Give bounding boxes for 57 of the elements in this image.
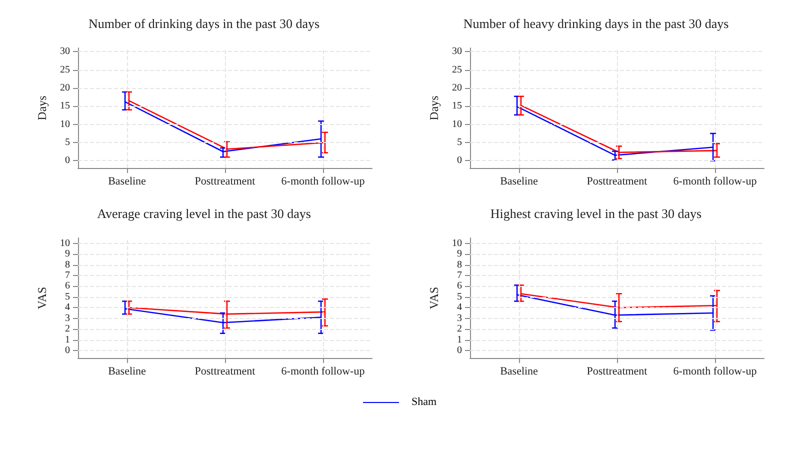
y-tick-label: 10	[60, 118, 70, 130]
y-tick-label: 0	[457, 155, 462, 166]
y-tick-label: 0	[457, 345, 462, 356]
y-tick-label: 6	[65, 280, 70, 292]
x-tick-label: Baseline	[108, 366, 146, 378]
x-tick-label: 6-month follow-up	[281, 366, 366, 378]
y-axis-title: VAS	[427, 286, 441, 310]
x-tick-label: Posttreatment	[586, 366, 648, 378]
y-tick-label: 1	[457, 334, 462, 346]
y-tick-label: 5	[65, 137, 70, 148]
y-axis-title: Days	[427, 95, 441, 120]
y-tick-label: 8	[65, 259, 70, 270]
chart-title: Number of heavy drinking days in the past 30 days	[463, 16, 729, 31]
x-tick-label: Posttreatment	[586, 176, 648, 188]
chart-title: Number of drinking days in the past 30 days	[88, 16, 320, 31]
y-tick-label: 7	[457, 270, 462, 281]
y-tick-label: 8	[457, 259, 462, 270]
y-tick-label: 20	[60, 82, 70, 94]
y-tick-label: 0	[65, 155, 70, 166]
y-tick-label: 15	[452, 100, 462, 112]
y-tick-label: 2	[65, 324, 70, 335]
y-tick-label: 3	[457, 312, 462, 324]
y-tick-label: 25	[452, 64, 462, 76]
y-tick-label: 9	[457, 248, 462, 260]
y-tick-label: 15	[60, 100, 70, 112]
y-tick-label: 30	[60, 46, 70, 58]
y-tick-label: 4	[65, 302, 70, 314]
x-tick-label: Posttreatment	[194, 176, 256, 188]
x-tick-label: Posttreatment	[194, 366, 256, 378]
y-tick-label: 10	[60, 238, 70, 249]
y-tick-label: 7	[65, 270, 70, 281]
y-tick-label: 2	[457, 324, 462, 335]
y-tick-label: 10	[452, 238, 462, 249]
y-tick-label: 4	[457, 302, 462, 314]
y-tick-label: 1	[65, 334, 70, 346]
x-tick-label: 6-month follow-up	[673, 366, 758, 378]
y-tick-label: 20	[452, 82, 462, 94]
x-tick-label: 6-month follow-up	[673, 176, 758, 188]
x-tick-label: Baseline	[500, 366, 538, 378]
y-tick-label: 5	[457, 291, 462, 302]
y-tick-label: 5	[65, 291, 70, 302]
y-tick-label: 5	[457, 137, 462, 148]
y-tick-label: 0	[65, 345, 70, 356]
y-axis-title: Days	[35, 95, 49, 120]
y-tick-label: 6	[457, 280, 462, 292]
legend-label: Sham	[411, 396, 437, 408]
y-tick-label: 25	[60, 64, 70, 76]
x-tick-label: Baseline	[108, 176, 146, 188]
y-tick-label: 30	[452, 46, 462, 58]
x-tick-label: 6-month follow-up	[281, 176, 366, 188]
x-tick-label: Baseline	[500, 176, 538, 188]
y-tick-label: 10	[452, 118, 462, 130]
y-tick-label: 3	[65, 312, 70, 324]
chart-title: Average craving level in the past 30 days	[97, 206, 311, 221]
y-tick-label: 9	[65, 248, 70, 260]
y-axis-title: VAS	[35, 286, 49, 310]
chart-title: Highest craving level in the past 30 days	[490, 206, 702, 221]
